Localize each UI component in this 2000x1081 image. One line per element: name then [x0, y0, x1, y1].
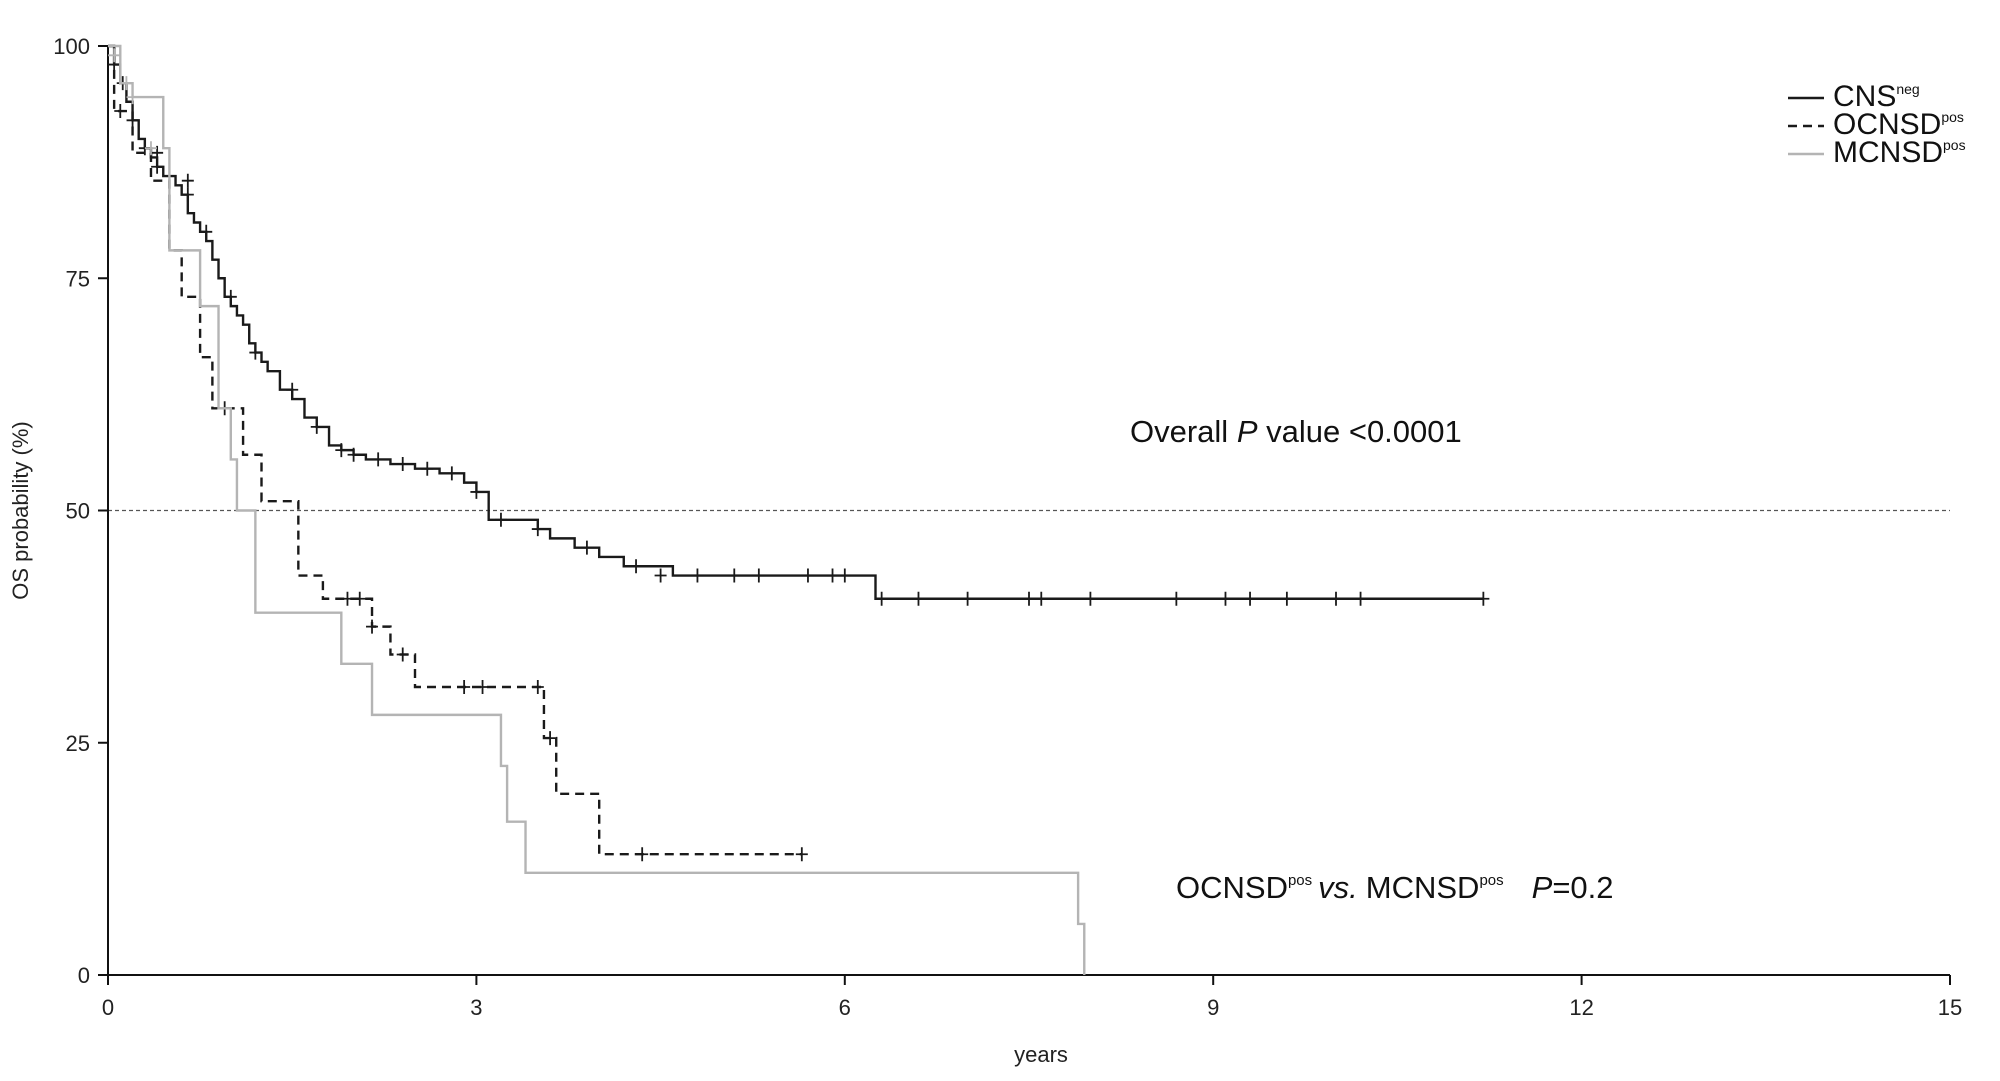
censor-mark-mcnsdpos — [108, 48, 121, 63]
censor-mark-cnsneg — [654, 568, 667, 583]
y-ticks: 0 25 50 75 100 — [53, 34, 108, 988]
pair-b-sup: pos — [1479, 872, 1503, 889]
y-tick-label: 25 — [66, 731, 90, 756]
censor-mark-ocnsdpos — [544, 731, 557, 746]
legend-label-cnsneg: CNSneg — [1833, 80, 1920, 113]
pair-a-sup: pos — [1288, 872, 1312, 889]
censor-mark-cnsneg — [1170, 591, 1183, 606]
x-tick-label: 6 — [839, 995, 851, 1020]
censor-mark-cnsneg — [875, 591, 888, 606]
legend-label-mcnsdpos: MCNSDpos — [1833, 136, 1966, 169]
censor-mark-cnsneg — [912, 591, 925, 606]
censor-mark-ocnsdpos — [795, 847, 808, 862]
legend-sup: pos — [1941, 109, 1964, 125]
censor-mark-cnsneg — [421, 461, 434, 476]
censor-mark-cnsneg — [445, 466, 458, 481]
censor-mark-ocnsdpos — [531, 680, 544, 695]
x-tick-label: 0 — [102, 995, 114, 1020]
censor-mark-cnsneg — [531, 522, 544, 537]
x-tick-label: 15 — [1938, 995, 1962, 1020]
censor-mark-ocnsdpos — [458, 680, 471, 695]
censor-mark-cnsneg — [200, 224, 213, 239]
x-tick-label: 3 — [470, 995, 482, 1020]
censor-mark-cnsneg — [1035, 591, 1048, 606]
censor-mark-cnsneg — [1477, 591, 1490, 606]
censor-mark-cnsneg — [1354, 591, 1367, 606]
censor-mark-cnsneg — [286, 382, 299, 397]
censor-mark-cnsneg — [224, 289, 237, 304]
censor-mark-mcnsdpos — [120, 76, 133, 91]
censor-mark-ocnsdpos — [476, 680, 489, 695]
censor-mark-cnsneg — [801, 568, 814, 583]
censor-mark-ocnsdpos — [114, 104, 127, 119]
censor-mark-cnsneg — [1023, 591, 1035, 606]
censor-mark-cnsneg — [396, 457, 409, 472]
censor-mark-cnsneg — [728, 568, 741, 583]
censor-mark-cnsneg — [1330, 591, 1342, 606]
censor-mark-cnsneg — [630, 559, 643, 574]
censor-mark-mcnsdpos — [144, 141, 157, 156]
overall-prefix: Overall — [1130, 414, 1237, 449]
censor-mark-cnsneg — [1244, 591, 1257, 606]
censor-mark-ocnsdpos — [636, 847, 649, 862]
censor-mark-ocnsdpos — [366, 619, 379, 634]
censor-mark-cnsneg — [580, 540, 593, 555]
x-axis-title: years — [1014, 1042, 1068, 1067]
series-layer — [108, 44, 1490, 975]
censor-mark-cnsneg — [372, 452, 385, 467]
legend-base: CNS — [1833, 80, 1896, 113]
series-line-mcnsdpos — [108, 44, 1086, 975]
y-tick-label: 75 — [66, 266, 90, 291]
censor-mark-cnsneg — [181, 187, 194, 202]
overall-p: P — [1237, 414, 1258, 449]
legend-label-ocnsdpos: OCNSDpos — [1833, 108, 1964, 141]
x-ticks: 0 3 6 9 12 15 — [102, 975, 1962, 1020]
censor-mark-mcnsdpos — [126, 90, 139, 105]
censor-mark-cnsneg — [826, 568, 839, 583]
pair-value: =0.2 — [1552, 870, 1613, 905]
censor-mark-ocnsdpos — [341, 591, 354, 606]
censor-mark-cnsneg — [752, 568, 765, 583]
legend-base: MCNSD — [1833, 136, 1943, 169]
censor-mark-cnsneg — [1084, 591, 1097, 606]
censor-mark-cnsneg — [335, 443, 348, 458]
censor-mark-cnsneg — [1280, 591, 1293, 606]
censor-mark-cnsneg — [310, 419, 323, 434]
censor-mark-ocnsdpos — [353, 591, 366, 606]
censor-mark-cnsneg — [494, 512, 507, 527]
censor-mark-ocnsdpos — [151, 145, 164, 160]
x-tick-label: 9 — [1207, 995, 1219, 1020]
series-line-ocnsdpos — [108, 44, 802, 856]
pairwise-p-value-annotation: OCNSDpos vs. MCNSDpos P=0.2 — [1176, 870, 1614, 905]
overall-p-value-annotation: Overall P value <0.0001 — [1130, 414, 1462, 449]
series-line-cnsneg — [108, 44, 1484, 600]
censor-mark-cnsneg — [1219, 591, 1232, 606]
censor-mark-cnsneg — [470, 484, 483, 499]
y-tick-label: 100 — [53, 34, 90, 59]
pair-vs: vs. — [1318, 870, 1358, 905]
censor-mark-cnsneg — [249, 345, 262, 360]
legend-base: OCNSD — [1833, 108, 1941, 141]
x-tick-label: 12 — [1569, 995, 1593, 1020]
censor-mark-ocnsdpos — [181, 173, 194, 188]
censor-mark-cnsneg — [347, 447, 360, 462]
pair-p: P — [1532, 870, 1553, 905]
censor-mark-ocnsdpos — [396, 647, 409, 662]
censor-mark-cnsneg — [838, 568, 851, 583]
legend-sup: neg — [1896, 81, 1919, 97]
overall-suffix: value <0.0001 — [1258, 414, 1462, 449]
y-tick-label: 50 — [66, 499, 90, 524]
legend: CNSneg OCNSDpos MCNSDpos — [1788, 80, 1966, 169]
censor-mark-cnsneg — [961, 591, 974, 606]
censor-mark-cnsneg — [151, 159, 164, 174]
legend-sup: pos — [1943, 137, 1966, 153]
pair-a: OCNSD — [1176, 870, 1288, 905]
pair-b: MCNSD — [1366, 870, 1480, 905]
y-tick-label: 0 — [78, 963, 90, 988]
y-axis-title: OS probability (%) — [8, 421, 33, 600]
censor-mark-cnsneg — [691, 568, 704, 583]
